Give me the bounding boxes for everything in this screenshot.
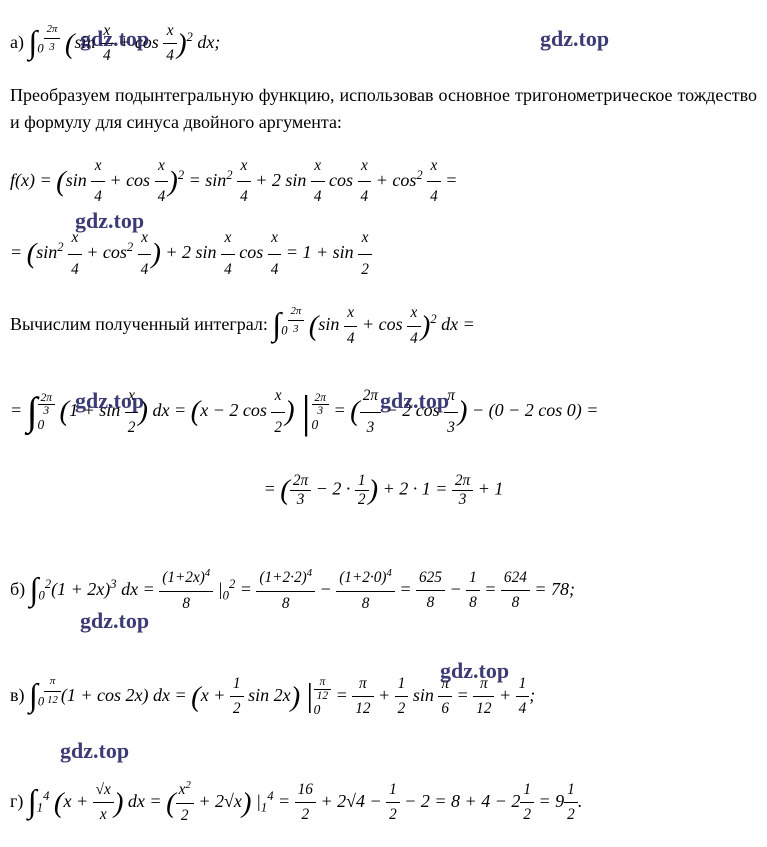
part-b-label: б) [10,579,25,599]
expansion-line1: f(x) = (sin x4 + cos x4)2 = sin2 x4 + 2 … [10,151,757,213]
part-d: г) ∫14 (x + √xx) dx = (x22 + 2√x) |14 = … [10,777,757,829]
part-c-label: в) [10,685,25,705]
part-c: в) ∫0π12(1 + cos 2x) dx = (x + 12 sin 2x… [10,671,757,723]
part-a-label: а) [10,32,24,52]
document-container: gdz.top gdz.top gdz.top gdz.top gdz.top … [10,18,757,829]
part-b: б) ∫02(1 + 2x)3 dx = (1+2x)48 |02 = (1+2… [10,565,757,617]
part-a-result2: = (2π3 − 2 · 12) + 2 · 1 = 2π3 + 1 [10,472,757,509]
part-a-integral: ∫02π3 (sin x4 + cos x4)2 dx; [28,32,220,52]
watermark: gdz.top [60,738,129,764]
part-a-result1: = ∫2π30 (1 + sin x2) dx = (x − 2 cos x2)… [10,367,757,457]
expansion-line2: = (sin2 x4 + cos2 x4) + 2 sin x4 cos x4 … [10,223,757,285]
part-a-compute-label: Вычислим полученный интеграл: ∫02π3 (sin… [10,300,757,352]
part-d-label: г) [10,791,23,811]
part-a-expansion: f(x) = (sin x4 + cos x4)2 = sin2 x4 + 2 … [10,151,757,285]
compute-integral: ∫02π3 (sin x4 + cos x4)2 dx = [272,314,475,334]
compute-text: Вычислим полученный интеграл: [10,314,268,334]
part-a-header: а) ∫02π3 (sin x4 + cos x4)2 dx; [10,18,757,70]
part-a-paragraph: Преобразуем подынтегральную функцию, исп… [10,82,757,136]
